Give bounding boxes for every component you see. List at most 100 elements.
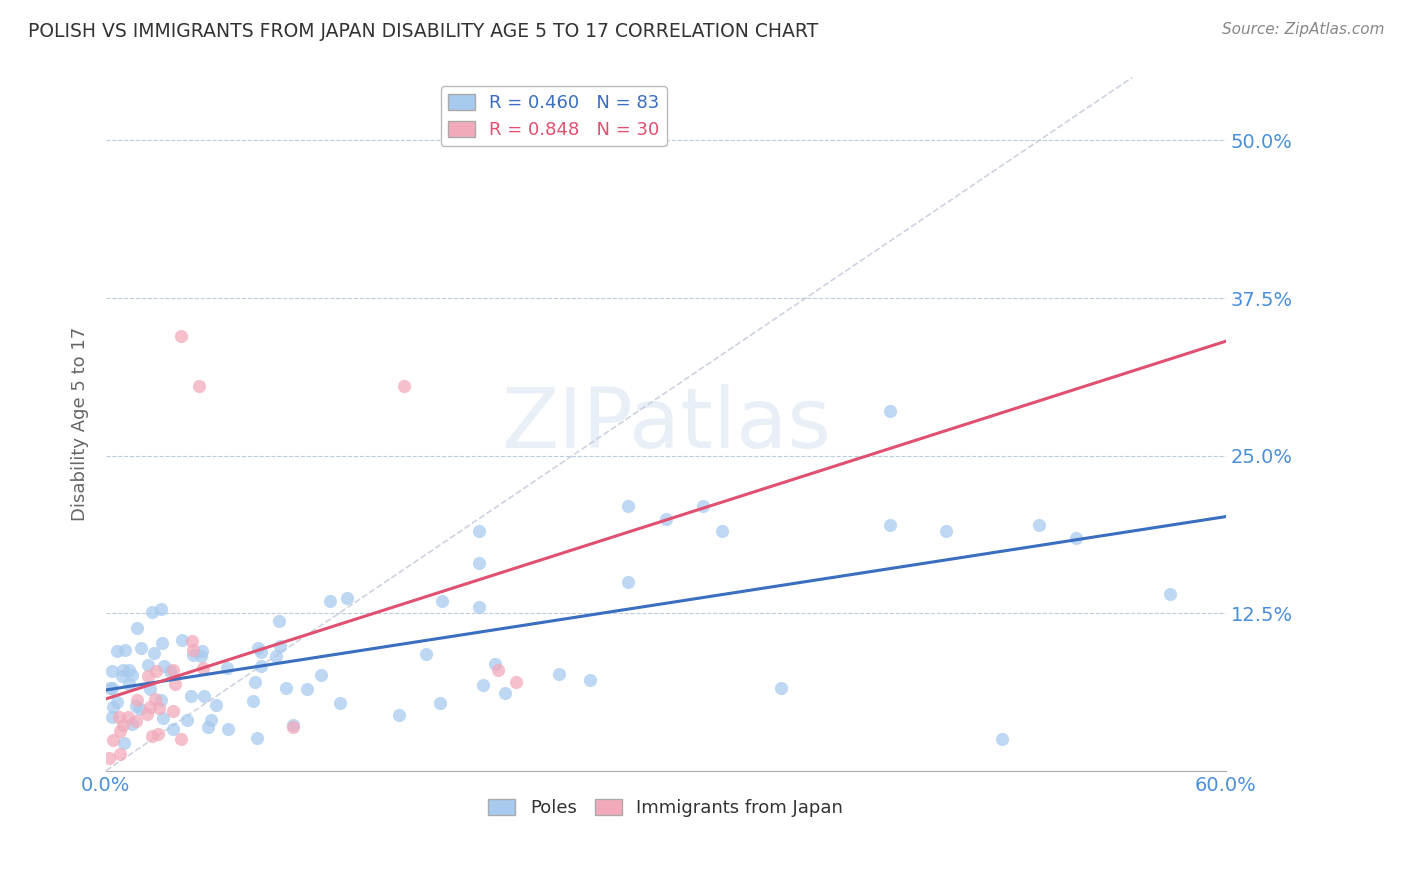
Point (181, 648, 204, 662)
Point (114, 643, 136, 657)
Point (246, 640, 269, 655)
Point (215, 661, 238, 675)
Point (162, 704, 184, 718)
Point (141, 729, 163, 743)
Point (105, 644, 128, 658)
Point (250, 658, 273, 673)
Point (131, 640, 153, 655)
Point (429, 697, 451, 711)
Point (1028, 517, 1050, 532)
Point (124, 698, 146, 713)
Point (111, 663, 134, 677)
Point (117, 677, 139, 691)
Point (128, 702, 150, 716)
Point (197, 720, 219, 734)
Point (205, 698, 228, 712)
Point (548, 666, 571, 681)
Point (484, 657, 506, 671)
Point (100, 681, 122, 696)
Point (135, 706, 157, 721)
Point (193, 689, 215, 703)
Point (149, 693, 172, 707)
Point (329, 697, 352, 711)
Point (159, 664, 181, 678)
Point (152, 658, 174, 673)
Point (118, 663, 141, 677)
Legend: Poles, Immigrants from Japan: Poles, Immigrants from Japan (481, 791, 851, 824)
Point (125, 693, 148, 707)
Point (505, 675, 527, 690)
Point (121, 668, 143, 682)
Point (468, 556, 491, 570)
Point (180, 634, 202, 648)
Point (103, 732, 125, 747)
Point (141, 605, 163, 619)
Point (242, 694, 264, 708)
Point (217, 722, 239, 736)
Point (486, 663, 509, 677)
Point (617, 499, 640, 513)
Point (169, 732, 191, 747)
Point (246, 731, 269, 746)
Point (145, 664, 167, 678)
Text: ZIPatlas: ZIPatlas (501, 384, 831, 465)
Text: Source: ZipAtlas.com: Source: ZipAtlas.com (1222, 22, 1385, 37)
Point (105, 694, 128, 708)
Point (136, 657, 159, 672)
Point (200, 713, 222, 727)
Point (136, 669, 159, 683)
Point (188, 379, 211, 393)
Point (394, 379, 416, 393)
Text: POLISH VS IMMIGRANTS FROM JAPAN DISABILITY AGE 5 TO 17 CORRELATION CHART: POLISH VS IMMIGRANTS FROM JAPAN DISABILI… (28, 22, 818, 41)
Point (139, 699, 162, 714)
Point (110, 747, 132, 762)
Point (98, 681, 121, 696)
Point (117, 710, 139, 724)
Point (494, 686, 516, 700)
Point (578, 673, 600, 687)
Point (148, 701, 170, 715)
Point (269, 639, 291, 653)
Point (108, 710, 131, 724)
Point (121, 717, 143, 731)
Point (143, 692, 166, 706)
Point (172, 633, 194, 648)
Point (710, 524, 733, 539)
Point (655, 511, 678, 525)
Point (125, 621, 148, 635)
Point (1159, 587, 1181, 601)
Point (692, 499, 714, 513)
Point (935, 524, 957, 539)
Point (152, 711, 174, 725)
Point (250, 645, 273, 659)
Point (176, 713, 198, 727)
Point (468, 524, 491, 539)
Point (990, 732, 1012, 747)
Point (281, 718, 304, 732)
Point (193, 661, 215, 675)
Point (267, 614, 290, 628)
Point (165, 677, 187, 691)
Point (295, 682, 318, 697)
Point (770, 681, 793, 696)
Point (319, 593, 342, 607)
Point (112, 736, 135, 750)
Point (468, 599, 491, 614)
Point (101, 699, 124, 714)
Point (108, 723, 131, 738)
Point (336, 591, 359, 605)
Point (879, 517, 901, 532)
Point (149, 602, 172, 616)
Point (152, 635, 174, 649)
Point (125, 714, 148, 728)
Point (180, 689, 202, 703)
Point (276, 681, 298, 696)
Point (162, 722, 184, 736)
Point (1066, 531, 1088, 545)
Point (139, 682, 162, 697)
Point (243, 674, 266, 689)
Point (111, 717, 134, 731)
Point (388, 707, 411, 722)
Point (430, 593, 453, 607)
Point (415, 647, 437, 661)
